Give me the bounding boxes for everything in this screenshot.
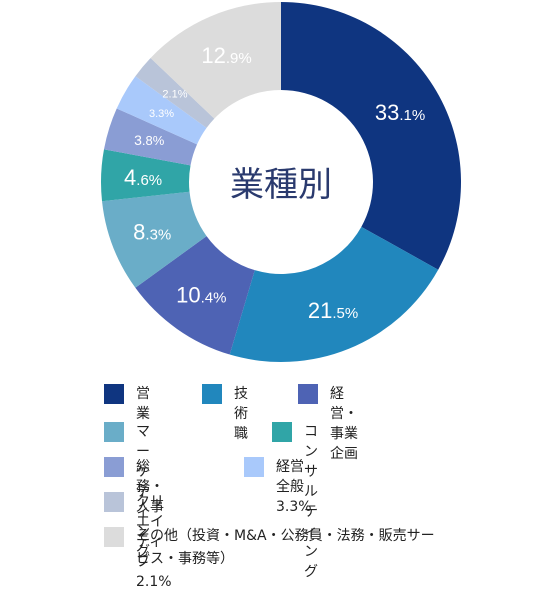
- legend-item-hr: 総務・人事: [104, 457, 164, 517]
- donut-slices: [100, 2, 461, 363]
- legend-swatch: [104, 527, 124, 547]
- chart-title: 業種別: [230, 165, 332, 205]
- slice-value-label: 33.1%: [375, 100, 425, 125]
- donut-slice: [229, 226, 439, 363]
- legend-swatch: [104, 384, 124, 404]
- legend-label: その他（投資・M&A・公務員・法務・販売サービス・事務等）: [136, 528, 435, 567]
- legend-label: 経営全般 3.3%: [276, 459, 312, 515]
- legend-swatch: [272, 422, 292, 442]
- legend-swatch: [202, 384, 222, 404]
- legend-item-management-planning: 経営・事業企画: [298, 384, 358, 464]
- donut-slice: [281, 2, 461, 270]
- legend-label: 経営・事業企画: [330, 386, 358, 462]
- donut-slice: [102, 191, 207, 288]
- legend-item-sales: 営業: [104, 384, 150, 424]
- legend-item-engineering: 技術職: [202, 384, 248, 444]
- legend-label: 総務・人事: [136, 459, 164, 515]
- slice-value-label: 3.3%: [149, 108, 174, 120]
- legend-item-general-management: 経営全般 3.3%: [244, 457, 312, 517]
- donut-slice: [116, 76, 207, 145]
- legend-label: マーケティング: [136, 424, 150, 560]
- legend-swatch: [104, 492, 124, 512]
- legend-item-other: その他（投資・M&A・公務員・法務・販売サービス・事務等）: [104, 527, 436, 571]
- slice-value-label: 10.4%: [176, 283, 226, 308]
- slice-labels: 33.1% 21.5% 10.4% 8.3% 4.6% 3.8% 3.3% 2.1% 12.9%: [124, 43, 425, 323]
- donut-slice: [150, 2, 281, 119]
- slice-value-label: 12.9%: [201, 43, 251, 68]
- slice-value-label: 3.8%: [134, 132, 165, 148]
- legend-swatch: [104, 422, 124, 442]
- legend-label: 技術職: [234, 386, 248, 442]
- legend-label: 営業: [136, 386, 150, 422]
- donut-chart: 33.1% 21.5% 10.4% 8.3% 4.6% 3.8% 3.3% 2.1% 12.9%…: [100, 2, 461, 363]
- legend-swatch: [244, 457, 264, 477]
- legend-label: コンサルティング: [304, 424, 318, 580]
- donut-slice: [135, 236, 255, 355]
- donut-slice: [103, 108, 198, 166]
- legend-swatch: [298, 384, 318, 404]
- slice-value-label: 8.3%: [133, 220, 171, 245]
- slice-value-label: 2.1%: [162, 89, 187, 101]
- legend-swatch: [104, 457, 124, 477]
- donut-slice: [135, 57, 215, 128]
- slice-value-label: 4.6%: [124, 165, 162, 190]
- donut-slice: [100, 149, 191, 202]
- legend-item-marketing: マーケティング: [104, 422, 150, 562]
- slice-value-label: 21.5%: [308, 298, 358, 323]
- legend-item-consulting: コンサルティング: [272, 422, 318, 582]
